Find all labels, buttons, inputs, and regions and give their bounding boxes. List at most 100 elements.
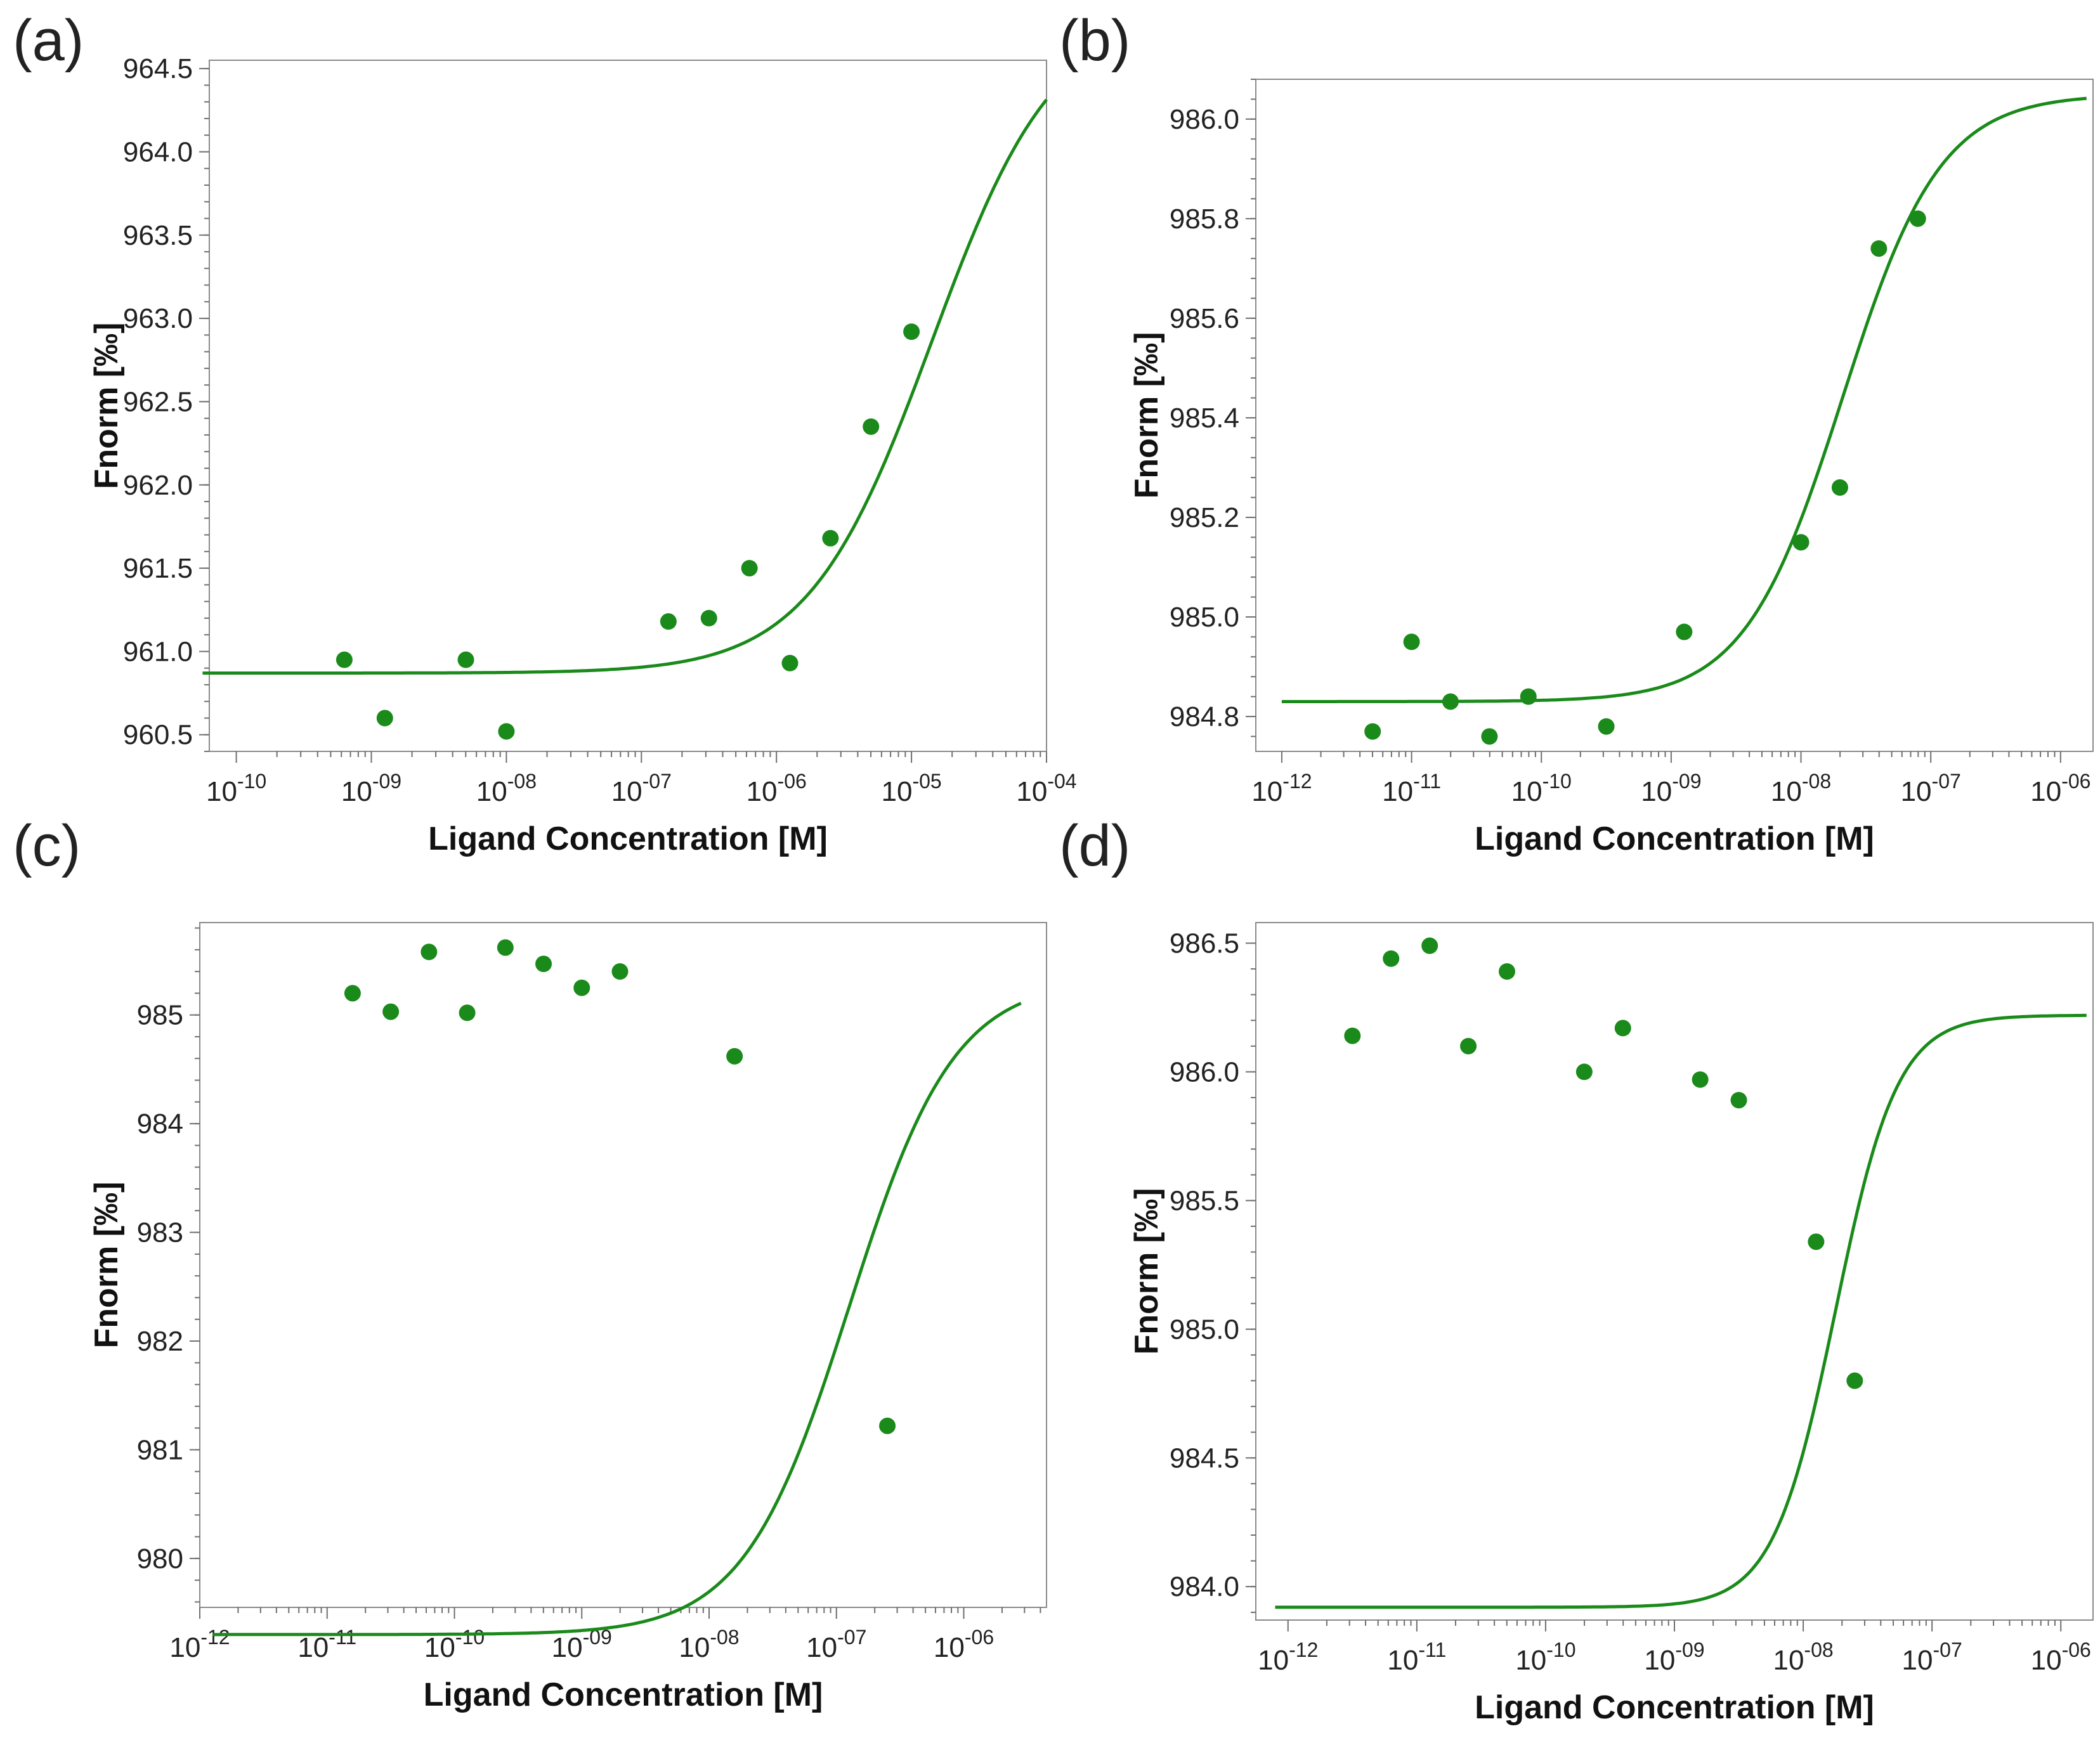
x-tick-label: 10-10 bbox=[206, 770, 266, 807]
y-tick-label: 982 bbox=[137, 1326, 183, 1357]
x-tick-label: 10-05 bbox=[881, 770, 941, 807]
data-point bbox=[781, 654, 799, 671]
data-point bbox=[573, 979, 590, 996]
x-tick-label: 10-08 bbox=[1773, 1638, 1833, 1676]
data-point bbox=[459, 1004, 476, 1021]
x-tick-label: 10-10 bbox=[1515, 1638, 1575, 1676]
y-tick-label: 964.0 bbox=[123, 136, 193, 167]
fit-curve bbox=[1281, 96, 2087, 703]
y-tick-label: 984 bbox=[137, 1108, 183, 1139]
data-point bbox=[1383, 950, 1400, 967]
data-point bbox=[376, 710, 393, 727]
x-tick-label: 10-06 bbox=[934, 1626, 994, 1663]
data-point bbox=[336, 651, 353, 668]
data-point bbox=[1598, 718, 1615, 735]
data-point bbox=[344, 985, 361, 1002]
y-tick-label: 985.8 bbox=[1170, 204, 1239, 235]
y-tick-label: 984.5 bbox=[1170, 1443, 1239, 1474]
data-point bbox=[1481, 728, 1498, 745]
x-tick-label: 10-07 bbox=[611, 770, 672, 807]
y-tick-label: 985.0 bbox=[1170, 1314, 1239, 1345]
data-point bbox=[421, 944, 438, 961]
y-tick-label: 985.5 bbox=[1170, 1185, 1239, 1216]
data-point bbox=[457, 651, 474, 668]
data-point bbox=[1846, 1372, 1863, 1389]
x-tick-label: 10-07 bbox=[806, 1626, 866, 1663]
plot-frame bbox=[1255, 79, 2094, 752]
data-point bbox=[741, 560, 758, 577]
y-tick-label: 985.2 bbox=[1170, 502, 1239, 533]
data-point bbox=[611, 963, 629, 980]
y-tick-label: 961.0 bbox=[123, 636, 193, 667]
y-tick-label: 962.0 bbox=[123, 470, 193, 501]
data-point bbox=[1460, 1037, 1477, 1054]
y-tick-label: 985 bbox=[137, 1000, 183, 1031]
panel-label: (c) bbox=[13, 814, 81, 878]
fit-curve bbox=[1275, 1013, 2087, 1609]
x-tick-label: 10-11 bbox=[1382, 770, 1441, 807]
y-axis-title: Fnorm [‰] bbox=[88, 1182, 125, 1349]
y-tick-label: 963.5 bbox=[123, 220, 193, 251]
data-point bbox=[535, 956, 552, 973]
y-axis-title: Fnorm [‰] bbox=[1128, 1188, 1165, 1355]
panel-label: (a) bbox=[13, 8, 84, 73]
x-tick-label: 10-06 bbox=[2031, 1638, 2091, 1676]
data-point bbox=[1730, 1092, 1747, 1109]
y-tick-label: 960.5 bbox=[123, 720, 193, 751]
x-tick-label: 10-12 bbox=[1251, 770, 1312, 807]
data-point bbox=[822, 529, 839, 547]
y-tick-label: 981 bbox=[137, 1434, 183, 1465]
x-axis-title: Ligand Concentration [M] bbox=[1475, 820, 1874, 857]
x-tick-label: 10-11 bbox=[1387, 1638, 1446, 1676]
data-point bbox=[903, 323, 920, 340]
data-point bbox=[1614, 1020, 1631, 1037]
data-point bbox=[1344, 1027, 1361, 1044]
y-tick-label: 984.0 bbox=[1170, 1571, 1239, 1602]
data-point bbox=[1499, 963, 1515, 980]
x-tick-label: 10-08 bbox=[679, 1626, 739, 1663]
y-tick-label: 985.6 bbox=[1170, 303, 1239, 334]
panel-label: (d) bbox=[1059, 814, 1130, 878]
fit-curve bbox=[202, 98, 1048, 675]
plot-frame bbox=[199, 922, 1047, 1608]
data-point bbox=[497, 939, 514, 956]
y-tick-label: 980 bbox=[137, 1543, 183, 1574]
data-point bbox=[1421, 937, 1438, 954]
x-tick-label: 10-09 bbox=[1644, 1638, 1704, 1676]
y-tick-label: 986.0 bbox=[1170, 1056, 1239, 1087]
y-tick-label: 986.5 bbox=[1170, 928, 1239, 959]
y-axis-title: Fnorm [‰] bbox=[88, 323, 125, 490]
plot-frame bbox=[1255, 922, 2094, 1621]
x-axis-title: Ligand Concentration [M] bbox=[1475, 1689, 1874, 1726]
plot-frame bbox=[209, 60, 1047, 752]
y-tick-label: 964.5 bbox=[123, 53, 193, 84]
chart-panel: (d) 10-12 10-11 10-10 10-09 10-08 10-07 10-06 98… bbox=[1059, 814, 2094, 1726]
data-point bbox=[726, 1047, 743, 1065]
data-point bbox=[1792, 534, 1810, 551]
y-tick-label: 961.5 bbox=[123, 553, 193, 584]
y-tick-label: 985.4 bbox=[1170, 403, 1239, 434]
fit-curve bbox=[212, 1001, 1022, 1637]
y-tick-label: 984.8 bbox=[1170, 701, 1239, 732]
data-point bbox=[1870, 240, 1888, 257]
data-point bbox=[498, 723, 515, 740]
panel-label: (b) bbox=[1059, 8, 1130, 73]
x-tick-label: 10-08 bbox=[476, 770, 537, 807]
x-tick-label: 10-12 bbox=[169, 1626, 230, 1663]
x-tick-label: 10-06 bbox=[747, 770, 807, 807]
data-point bbox=[1676, 623, 1693, 640]
x-tick-label: 10-04 bbox=[1016, 770, 1076, 807]
data-point bbox=[1808, 1233, 1825, 1250]
data-point bbox=[863, 418, 880, 435]
data-point bbox=[1692, 1071, 1709, 1088]
x-tick-label: 10-11 bbox=[297, 1626, 356, 1663]
data-point bbox=[382, 1003, 400, 1020]
data-point bbox=[1364, 723, 1381, 740]
x-tick-label: 10-09 bbox=[1641, 770, 1701, 807]
data-point bbox=[1575, 1063, 1593, 1080]
y-tick-label: 985.0 bbox=[1170, 602, 1239, 633]
chart-panel: (b) 10-12 10-11 10-10 10-09 10-08 10-07 10-06 98… bbox=[1059, 8, 2094, 857]
y-tick-label: 962.5 bbox=[123, 386, 193, 417]
chart-panel: (c)10-12 10-11 10-10 10-09 10-08 10-07 10-0698… bbox=[13, 814, 1047, 1713]
